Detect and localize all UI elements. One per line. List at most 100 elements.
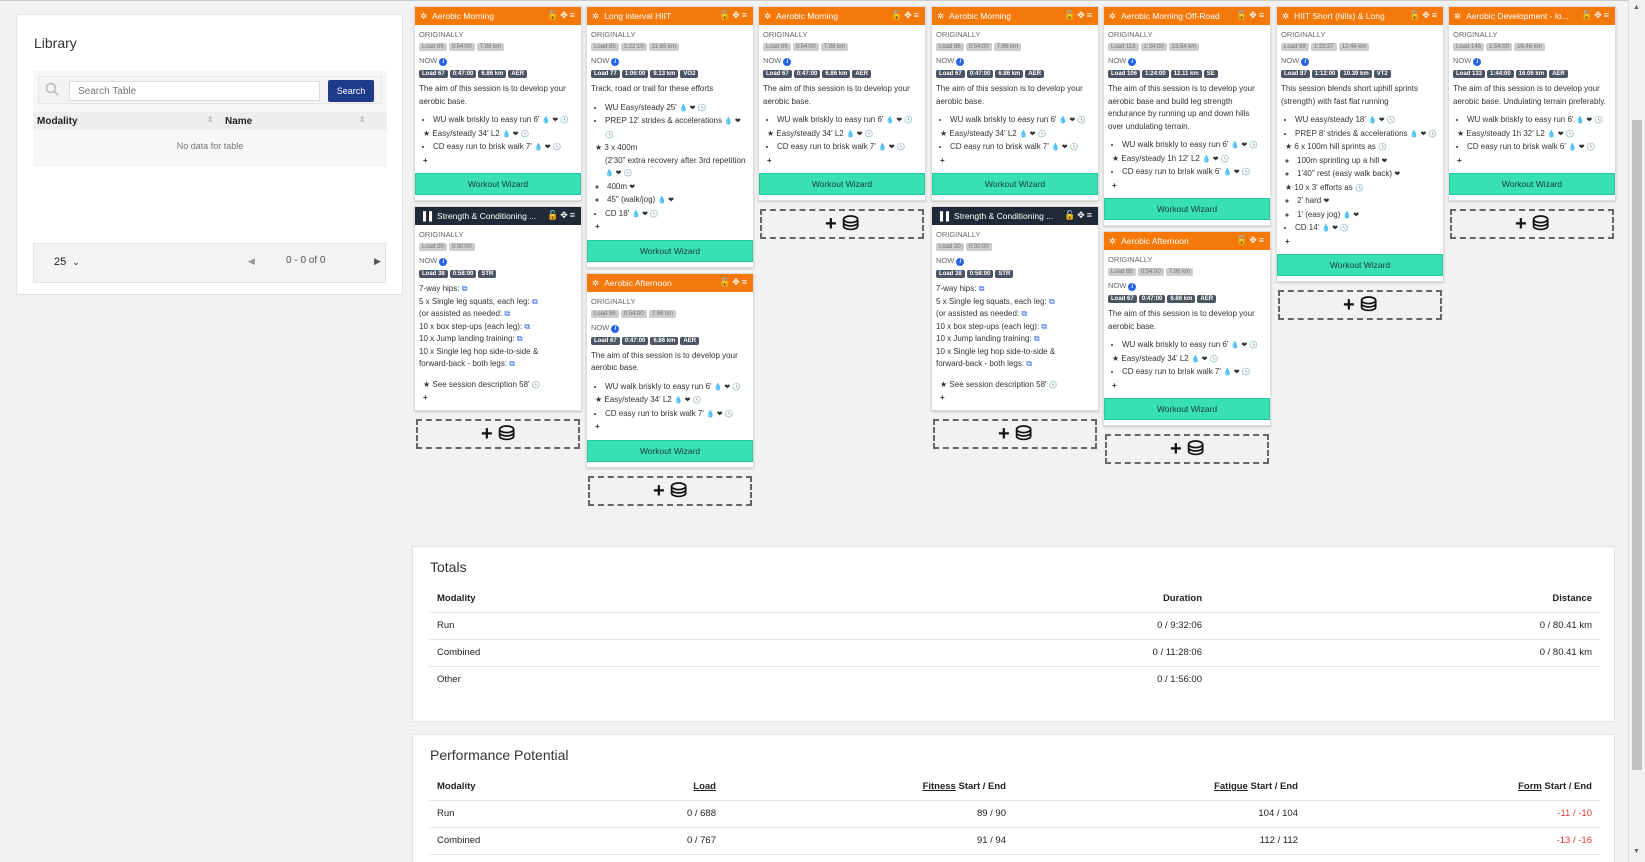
step-icons[interactable]: 💧 ❤ 🕓 bbox=[1223, 169, 1251, 176]
external-link-icon[interactable]: ⧉ bbox=[504, 309, 511, 318]
clock-icon[interactable]: 🕓 bbox=[1354, 184, 1364, 192]
card-actions-icons[interactable]: 🔓✥≡ bbox=[547, 210, 577, 220]
info-icon[interactable]: i bbox=[956, 258, 965, 266]
add-step-icon[interactable]: + bbox=[1112, 180, 1117, 190]
info-icon[interactable]: i bbox=[1128, 58, 1137, 66]
external-link-icon[interactable]: ⧉ bbox=[509, 359, 515, 368]
info-icon[interactable]: i bbox=[783, 58, 792, 66]
workout-card[interactable]: ✲ Aerobic Development - lo... 🔓✥≡ ORIGINAL… bbox=[1448, 6, 1616, 201]
external-link-icon[interactable]: ⧉ bbox=[1021, 309, 1028, 318]
step-icons[interactable]: 💧 ❤ 🕓 bbox=[1368, 117, 1396, 124]
heart-icon[interactable]: ❤ bbox=[1323, 198, 1330, 205]
page-size-select[interactable]: 25 ⌄ bbox=[54, 256, 80, 268]
column-header-fatigue[interactable]: Fatigue Start / End bbox=[1014, 773, 1306, 801]
card-actions-icons[interactable]: 🔓✥≡ bbox=[1409, 10, 1439, 20]
scroll-down-icon[interactable]: ▼ bbox=[1633, 848, 1640, 855]
step-icons[interactable]: 💧 ❤ 🕓 bbox=[1230, 142, 1258, 149]
workout-wizard-button[interactable]: Workout Wizard bbox=[759, 173, 925, 195]
step-icons[interactable]: 💧 ❤ 🕓 bbox=[1230, 342, 1258, 349]
workout-wizard-button[interactable]: Workout Wizard bbox=[1104, 198, 1270, 220]
card-actions-icons[interactable]: 🔓✥≡ bbox=[1236, 10, 1266, 20]
page-scrollbar[interactable]: ▲ ▼ bbox=[1628, 0, 1645, 862]
step-icons[interactable]: 💧 ❤ 🕓 bbox=[706, 410, 734, 418]
step-icons[interactable]: 💧 ❤ 🕓 bbox=[1191, 355, 1219, 363]
step-icons[interactable]: 💧 ❤ bbox=[1342, 211, 1360, 219]
step-icons[interactable]: 💧 ❤ 🕓 bbox=[885, 117, 913, 124]
workout-card[interactable]: ▐▐ Strength & Conditioning ... 🔓✥≡ ORIGINA… bbox=[931, 206, 1099, 411]
info-icon[interactable]: i bbox=[611, 324, 620, 333]
step-icons[interactable]: 💧 ❤ 🕓 bbox=[1321, 225, 1349, 232]
external-link-icon[interactable]: ⧉ bbox=[1041, 321, 1048, 331]
add-step-icon[interactable]: + bbox=[423, 393, 428, 402]
clock-icon[interactable]: 🕓 bbox=[531, 381, 541, 389]
step-icons[interactable]: 💧 ❤ 🕓 bbox=[1409, 130, 1437, 138]
info-icon[interactable]: i bbox=[439, 258, 448, 266]
search-input[interactable] bbox=[69, 81, 320, 101]
workout-card[interactable]: ✲ Long interval HIIT 🔓✥≡ ORIGINALLY Load 8… bbox=[586, 6, 754, 268]
info-icon[interactable]: i bbox=[439, 58, 448, 66]
workout-wizard-button[interactable]: Workout Wizard bbox=[1104, 398, 1270, 420]
workout-card[interactable]: ✲ Aerobic Morning 🔓✥≡ ORIGINALLY Load 86 0:… bbox=[758, 6, 926, 201]
workout-card[interactable]: ✲ Aerobic Morning 🔓✥≡ ORIGINALLY Load 86 0:… bbox=[931, 6, 1099, 201]
card-actions-icons[interactable]: 🔓✥≡ bbox=[1236, 235, 1266, 245]
workout-wizard-button[interactable]: Workout Wizard bbox=[587, 239, 753, 262]
step-icons[interactable]: 💧 ❤ 🕓 bbox=[713, 383, 741, 391]
workout-card[interactable]: ✲ Aerobic Afternoon 🔓✥≡ ORIGINALLY Load 86… bbox=[1103, 231, 1271, 426]
workout-card[interactable]: ✲ HIIT Short (hills) & Long 🔓✥≡ ORIGINALLY… bbox=[1276, 6, 1444, 282]
workout-card[interactable]: ✲ Aerobic Morning Off-Road 🔓✥≡ ORIGINALLY … bbox=[1103, 6, 1271, 226]
workout-card[interactable]: ✲ Aerobic Afternoon 🔓✥≡ ORIGINALLY Load 86… bbox=[586, 272, 754, 468]
add-workout-button[interactable]: + ⛁ bbox=[1105, 434, 1269, 464]
scrollbar-thumb[interactable] bbox=[1632, 120, 1642, 770]
card-actions-icons[interactable]: 🔓✥≡ bbox=[1064, 210, 1094, 220]
add-step-icon[interactable]: + bbox=[1457, 155, 1462, 165]
step-icons[interactable]: 💧 ❤ 🕓 bbox=[674, 397, 702, 404]
add-workout-button[interactable]: + ⛁ bbox=[588, 475, 752, 506]
sort-icon[interactable]: ⇕ bbox=[359, 115, 366, 124]
column-header-form[interactable]: Form Start / End bbox=[1306, 773, 1600, 801]
external-link-icon[interactable]: ⧉ bbox=[516, 334, 523, 343]
step-icons[interactable]: 💧 ❤ 🕓 bbox=[878, 144, 906, 151]
scroll-up-icon[interactable]: ▲ bbox=[1633, 4, 1640, 11]
heart-icon[interactable]: ❤ bbox=[1394, 171, 1401, 178]
step-icons[interactable]: 💧 ❤ 🕓 bbox=[605, 170, 633, 177]
step-icons[interactable]: 💧 ❤ 🕓 bbox=[541, 117, 569, 124]
card-actions-icons[interactable]: 🔓✥≡ bbox=[719, 276, 749, 287]
column-header-load[interactable]: Load bbox=[549, 773, 724, 801]
add-step-icon[interactable]: + bbox=[1112, 380, 1117, 390]
step-icons[interactable]: 💧 ❤ 🕓 bbox=[1019, 130, 1047, 138]
info-icon[interactable]: i bbox=[1473, 58, 1482, 66]
step-icons[interactable]: 💧 ❤ 🕓 bbox=[631, 210, 659, 218]
add-workout-button[interactable]: + ⛁ bbox=[760, 209, 924, 239]
card-actions-icons[interactable]: 🔓✥≡ bbox=[891, 10, 921, 20]
add-step-icon[interactable]: + bbox=[595, 422, 600, 431]
add-workout-button[interactable]: + ⛁ bbox=[1450, 209, 1614, 239]
step-icons[interactable]: 💧 ❤ 🕓 bbox=[1568, 144, 1596, 151]
workout-wizard-button[interactable]: Workout Wizard bbox=[1277, 254, 1443, 276]
step-icons[interactable]: 💧 ❤ 🕓 bbox=[534, 144, 562, 151]
add-step-icon[interactable]: + bbox=[767, 155, 772, 165]
step-icons[interactable]: 💧 ❤ 🕓 bbox=[1202, 155, 1230, 163]
external-link-icon[interactable]: ⧉ bbox=[1026, 359, 1032, 368]
add-step-icon[interactable]: + bbox=[1285, 236, 1290, 246]
step-icons[interactable]: 💧 ❤ 🕓 bbox=[1547, 130, 1575, 138]
workout-card[interactable]: ✲ Aerobic Morning 🔓✥≡ ORIGINALLY Load 86 0:… bbox=[414, 6, 582, 201]
column-header-modality[interactable]: Modality bbox=[37, 116, 78, 127]
add-step-icon[interactable]: + bbox=[940, 155, 945, 165]
external-link-icon[interactable]: ⧉ bbox=[1048, 296, 1055, 306]
external-link-icon[interactable]: ⧉ bbox=[531, 296, 538, 306]
column-header-name[interactable]: Name bbox=[225, 116, 253, 127]
add-workout-button[interactable]: + ⛁ bbox=[1278, 290, 1442, 320]
heart-icon[interactable]: ❤ bbox=[1381, 157, 1388, 165]
step-icons[interactable]: 💧 ❤ 🕓 bbox=[502, 130, 530, 138]
info-icon[interactable]: i bbox=[956, 58, 965, 66]
external-link-icon[interactable]: ⧉ bbox=[461, 284, 468, 293]
step-icons[interactable]: 💧 ❤ 🕓 bbox=[605, 118, 741, 139]
card-actions-icons[interactable]: 🔓✥≡ bbox=[1064, 10, 1094, 20]
add-workout-button[interactable]: + ⛁ bbox=[933, 418, 1097, 449]
add-step-icon[interactable]: + bbox=[940, 393, 945, 402]
clock-icon[interactable]: 🕓 bbox=[1378, 144, 1387, 151]
workout-wizard-button[interactable]: Workout Wizard bbox=[1449, 173, 1615, 195]
step-icons[interactable]: 💧 ❤ 🕓 bbox=[679, 104, 707, 112]
info-icon[interactable]: i bbox=[611, 58, 620, 66]
info-icon[interactable]: i bbox=[1301, 58, 1310, 66]
